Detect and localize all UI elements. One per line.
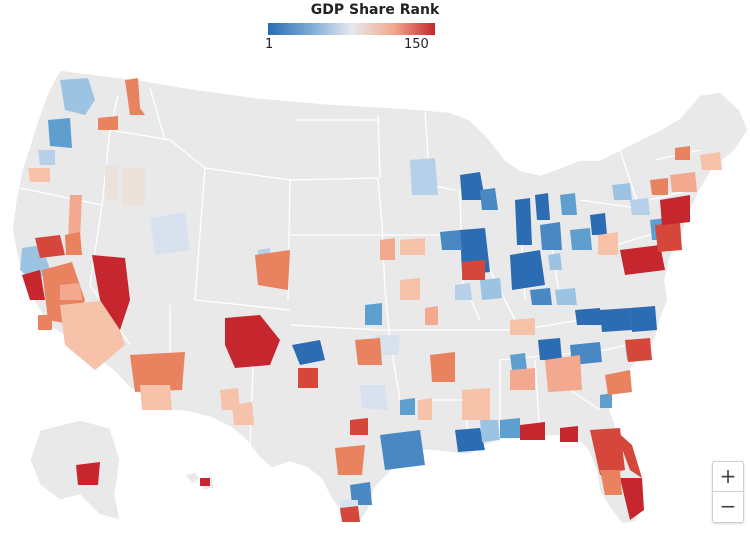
legend-title: GDP Share Rank — [310, 2, 440, 18]
metro-honolulu[interactable] — [200, 478, 210, 486]
legend-max-label: 150 — [404, 37, 429, 52]
alaska — [29, 419, 121, 521]
metro-anchorage[interactable] — [76, 462, 100, 485]
legend-color-scale — [268, 23, 435, 35]
legend-min-label: 1 — [265, 37, 274, 52]
zoom-out-button[interactable]: − — [719, 494, 737, 518]
legend: GDP Share Rank 1 150 — [0, 0, 750, 60]
zoom-in-button[interactable]: + — [713, 462, 743, 492]
metro-areas-red[interactable] — [22, 78, 722, 522]
zoom-control: + − — [712, 461, 744, 523]
